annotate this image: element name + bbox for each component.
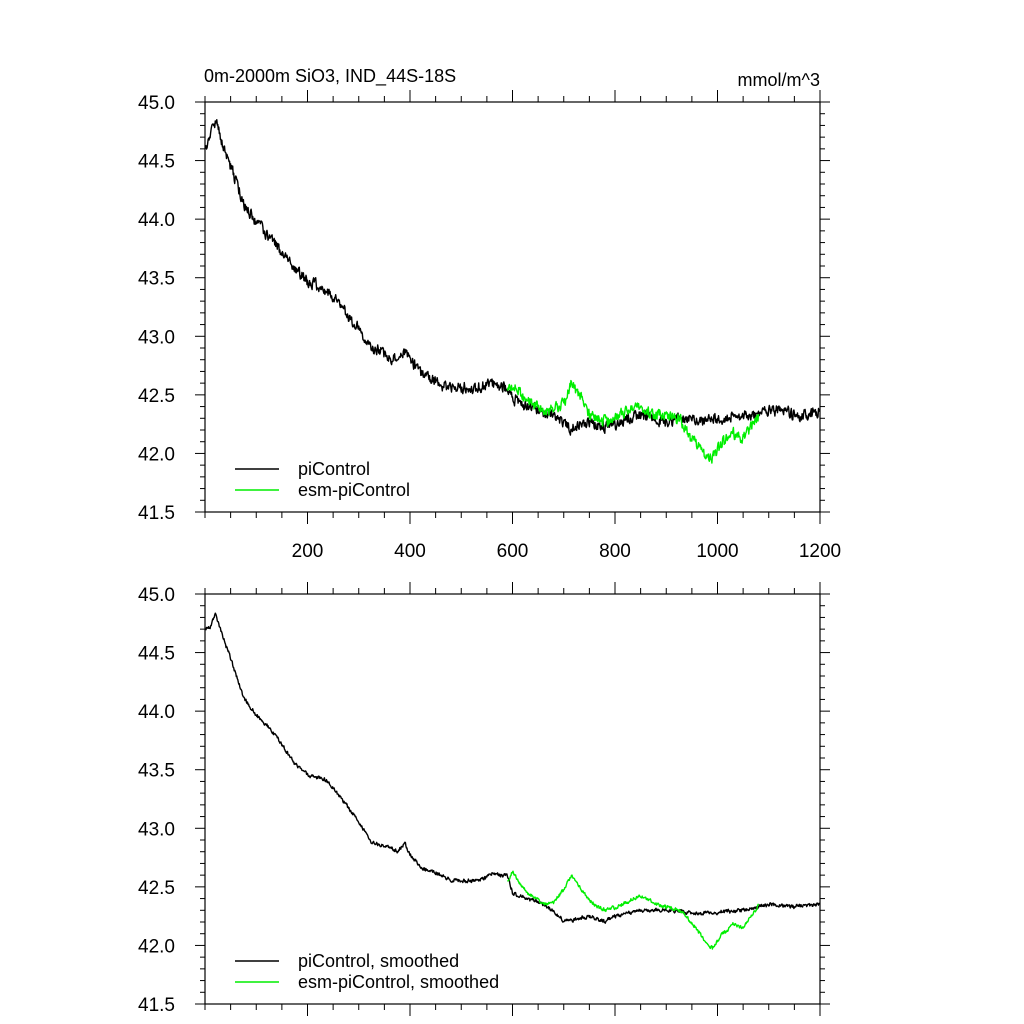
tick-layer-bottom: 41.5 42.0 42.5 43.0 43.5 44.0 44.5 45.0 (138, 582, 830, 1016)
legend-label-picontrol: piControl (298, 459, 370, 479)
y-tick-label: 42.0 (138, 936, 175, 957)
units-label: mmol/m^3 (738, 70, 820, 90)
legend-label-esm-picontrol: esm-piControl (298, 480, 410, 500)
x-tick-label: 400 (394, 541, 426, 562)
y-tick-label: 44.5 (138, 644, 175, 665)
y-tick-label: 41.5 (138, 503, 175, 524)
y-tick-label: 45.0 (138, 93, 175, 114)
series-layer-top (204, 118, 821, 464)
x-tick-label: 200 (292, 541, 324, 562)
y-tick-label: 45.0 (138, 585, 175, 606)
series-layer-bottom (204, 612, 821, 950)
x-tick-label: 600 (497, 541, 529, 562)
y-tick-label: 42.0 (138, 444, 175, 465)
legend-top: piControl esm-piControl (235, 459, 410, 500)
series-line-esm-picontrol (506, 379, 760, 464)
series-line-picontrol-smoothed (204, 612, 821, 924)
x-tick-label: 1200 (799, 541, 841, 562)
series-line-esm-picontrol-smoothed (507, 870, 760, 950)
legend-label-picontrol-smoothed: piControl, smoothed (298, 951, 459, 971)
y-tick-label: 42.5 (138, 386, 175, 407)
y-tick-label: 44.0 (138, 210, 175, 231)
panel-top: 0m-2000m SiO3, IND_44S-18S mmol/m^3 41.5… (138, 66, 841, 562)
y-tick-label: 41.5 (138, 995, 175, 1016)
x-tick-label: 800 (599, 541, 631, 562)
y-tick-label: 43.0 (138, 327, 175, 348)
chart-title: 0m-2000m SiO3, IND_44S-18S (204, 66, 456, 87)
y-tick-label: 43.5 (138, 269, 175, 290)
y-tick-label: 44.5 (138, 152, 175, 173)
x-tick-label: 1000 (696, 541, 738, 562)
series-line-picontrol (204, 118, 821, 436)
y-tick-label: 44.0 (138, 702, 175, 723)
tick-layer-top: 41.5 42.0 42.5 43.0 43.5 44.0 44.5 45.0 200 400 60… (138, 90, 841, 562)
legend-bottom: piControl, smoothed esm-piControl, smoot… (235, 951, 499, 992)
y-tick-label: 43.5 (138, 761, 175, 782)
y-tick-label: 42.5 (138, 878, 175, 899)
y-tick-label: 43.0 (138, 819, 175, 840)
panel-bottom: 41.5 42.0 42.5 43.0 43.5 44.0 44.5 45.0 piContr… (138, 582, 830, 1016)
legend-label-esm-picontrol-smoothed: esm-piControl, smoothed (298, 972, 499, 992)
plot-frame-top (204, 101, 821, 513)
plot-frame-bottom (204, 593, 821, 1005)
